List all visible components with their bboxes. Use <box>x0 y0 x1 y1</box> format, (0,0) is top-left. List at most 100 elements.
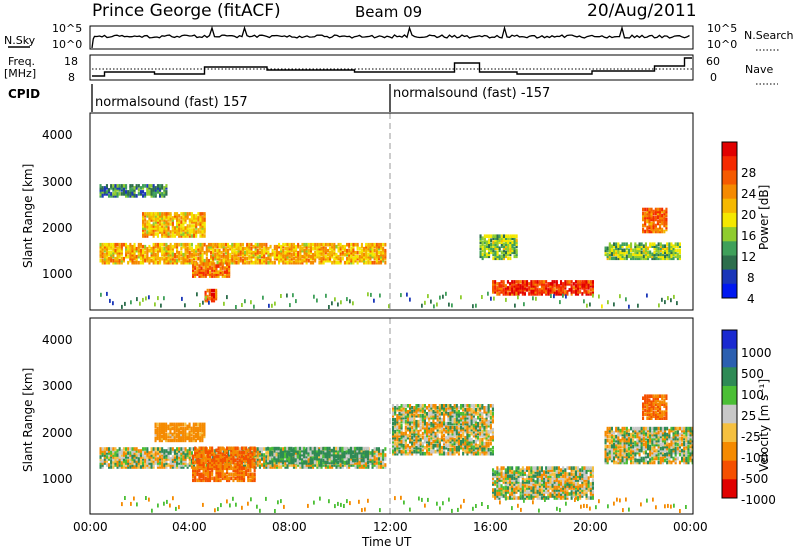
power-cell <box>246 250 249 255</box>
power-cell <box>307 254 310 259</box>
power-cell <box>613 256 616 261</box>
power-cell <box>316 252 319 257</box>
power-cell <box>265 242 268 247</box>
velocity-cell <box>423 437 426 442</box>
power-cell <box>509 292 512 296</box>
power-cell <box>650 221 653 226</box>
velocity-cell <box>110 451 113 455</box>
power-cell <box>547 292 550 296</box>
power-cell <box>137 246 140 251</box>
velocity-cell <box>345 452 348 457</box>
velocity-cell <box>392 431 395 436</box>
velocity-cell <box>226 476 229 481</box>
power-cell <box>169 244 172 249</box>
power-cell <box>163 212 166 216</box>
power-cell <box>617 250 620 255</box>
power-cell <box>507 238 510 242</box>
power-cell <box>517 286 520 290</box>
power-cell <box>199 234 202 238</box>
power-cell <box>178 222 181 226</box>
power-cell <box>479 236 482 240</box>
velocity-cell <box>430 414 433 418</box>
velocity-cell <box>423 415 426 420</box>
power-cell <box>577 282 580 286</box>
velocity-cell <box>173 453 176 457</box>
power-cell <box>341 244 344 249</box>
power-cell <box>507 246 510 251</box>
power-cell <box>511 288 514 292</box>
power-cell <box>634 248 637 253</box>
power-cell <box>536 288 539 292</box>
power-cell <box>540 292 543 296</box>
nave-tick-high: 60 <box>706 55 720 68</box>
velocity-cell <box>173 459 176 463</box>
power-cell <box>570 288 573 292</box>
power-cell <box>215 266 218 270</box>
velocity-cell <box>449 447 452 452</box>
velocity-cell <box>267 463 270 467</box>
power-cell <box>532 286 535 290</box>
velocity-cell <box>194 422 197 427</box>
velocity-cell <box>240 450 243 455</box>
velocity-cell <box>265 455 268 459</box>
velocity-cell <box>154 461 157 465</box>
power-cell <box>188 260 191 265</box>
velocity-cell <box>339 465 342 469</box>
velocity-cell <box>165 459 168 463</box>
power-cell <box>322 244 325 249</box>
velocity-cell <box>190 430 193 435</box>
power-cell <box>146 220 149 224</box>
power-cell <box>154 254 157 259</box>
power-cell <box>184 220 187 224</box>
power-cell <box>212 252 215 257</box>
power-cell <box>583 280 586 284</box>
power-cell <box>269 260 272 265</box>
power-cell <box>182 216 185 220</box>
power-cell <box>103 252 106 257</box>
power-cell <box>615 246 618 251</box>
velocity-cell <box>188 434 191 439</box>
velocity-cell <box>240 460 243 465</box>
power-cell <box>184 216 187 220</box>
velocity-cell <box>404 421 407 426</box>
power-cell <box>509 236 512 240</box>
power-cell <box>481 248 484 253</box>
power-cell <box>284 258 287 263</box>
velocity-cell <box>154 424 157 429</box>
velocity-cell <box>318 450 321 455</box>
power-cell <box>176 242 179 247</box>
power-cell <box>492 282 495 286</box>
velocity-cell <box>288 450 291 455</box>
power-cell <box>324 256 327 261</box>
velocity-cell <box>398 433 401 438</box>
power-cell <box>152 242 155 247</box>
velocity-cell <box>440 433 443 438</box>
velocity-cell <box>432 443 435 448</box>
velocity-cell <box>402 414 405 418</box>
velocity-cell <box>251 452 254 457</box>
power-cell <box>369 248 372 253</box>
power-cell <box>216 242 219 247</box>
power-cell <box>199 230 202 234</box>
power-cell <box>203 214 206 218</box>
velocity-cell <box>281 460 284 465</box>
velocity-cell <box>163 432 166 437</box>
velocity-cell <box>316 459 319 463</box>
power-cell <box>163 250 166 255</box>
power-cell <box>305 250 308 255</box>
power-cell <box>307 242 310 247</box>
velocity-cell <box>197 428 200 433</box>
velocity-cell <box>286 454 289 459</box>
power-cell <box>161 224 164 228</box>
power-cell <box>256 248 259 253</box>
power-cell <box>152 256 155 261</box>
power-cell <box>373 248 376 253</box>
power-cell <box>205 258 208 263</box>
velocity-cell <box>114 461 117 465</box>
velocity-cell <box>201 428 204 433</box>
velocity-cell <box>167 432 170 437</box>
power-cell <box>479 246 482 251</box>
velocity-cell <box>354 454 357 459</box>
power-cell <box>322 242 325 247</box>
power-cell <box>589 302 591 307</box>
